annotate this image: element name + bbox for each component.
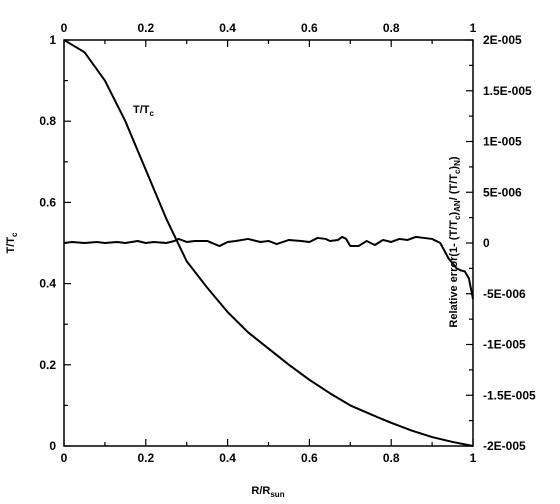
y-axis-label-right: Relative error(1- (T/Tc)AN/ (T/Tc)N) [448, 156, 462, 327]
x-tick-label-top: 1 [470, 21, 477, 35]
y-tick-label-right: -2E-005 [483, 439, 526, 453]
x-tick-label-bottom: 0.4 [219, 451, 236, 465]
x-tick-label-top: 0.8 [383, 21, 400, 35]
x-axis-label: R/Rsun [251, 485, 284, 499]
curve-annotation: T/Tc [133, 104, 155, 118]
y-tick-label-left: 0.6 [39, 195, 56, 209]
x-tick-label-top: 0 [61, 21, 68, 35]
x-tick-label-top: 0.6 [301, 21, 318, 35]
y-axis-label-left: T/Tc [5, 232, 19, 254]
x-tick-label-bottom: 0.8 [383, 451, 400, 465]
x-tick-label-bottom: 0.2 [137, 451, 154, 465]
ticks [63, 39, 474, 447]
y-tick-label-right: 1E-005 [483, 135, 522, 149]
y-tick-label-right: 0 [483, 236, 490, 250]
tick-labels: 000.20.20.40.40.60.60.80.81100.20.40.60.… [39, 21, 536, 465]
y-tick-label-left: 1 [49, 33, 56, 47]
y-tick-label-right: 5E-006 [483, 185, 522, 199]
series [63, 39, 474, 447]
y-tick-label-right: 2E-005 [483, 33, 522, 47]
x-tick-label-bottom: 0 [61, 451, 68, 465]
y-tick-label-left: 0.2 [39, 358, 56, 372]
x-tick-label-top: 0.4 [219, 21, 236, 35]
y-tick-label-left: 0 [49, 439, 56, 453]
temperature-line [63, 39, 474, 447]
y-tick-label-left: 0.4 [39, 277, 56, 291]
x-tick-label-top: 0.2 [137, 21, 154, 35]
y-tick-label-right: -1E-005 [483, 338, 526, 352]
y-tick-label-left: 0.8 [39, 114, 56, 128]
y-tick-label-right: -1.5E-005 [483, 388, 536, 402]
y-tick-label-right: -5E-006 [483, 287, 526, 301]
y-tick-label-right: 1.5E-005 [483, 84, 532, 98]
x-tick-label-bottom: 1 [470, 451, 477, 465]
relative-error-line [63, 235, 474, 300]
x-tick-label-bottom: 0.6 [301, 451, 318, 465]
